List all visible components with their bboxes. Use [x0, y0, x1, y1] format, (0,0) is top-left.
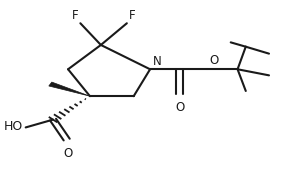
Text: O: O [63, 146, 73, 160]
Text: F: F [129, 9, 135, 22]
Text: F: F [72, 9, 79, 22]
Text: N: N [153, 55, 162, 68]
Text: HO: HO [4, 120, 23, 133]
Text: O: O [210, 54, 219, 67]
Polygon shape [49, 82, 90, 96]
Text: O: O [175, 101, 184, 114]
